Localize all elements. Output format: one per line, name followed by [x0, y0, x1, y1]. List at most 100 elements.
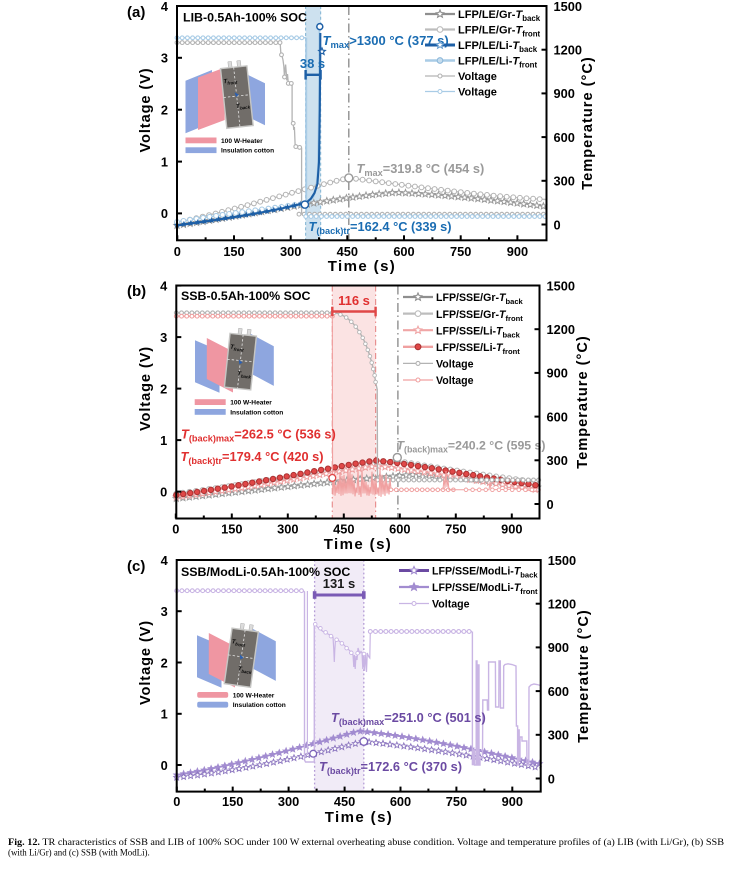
svg-text:Tmax>1300 °C (377 s): Tmax>1300 °C (377 s) — [323, 33, 449, 50]
svg-text:SSB-0.5Ah-100% SOC: SSB-0.5Ah-100% SOC — [181, 289, 311, 303]
svg-text:100 W-Heater: 100 W-Heater — [230, 400, 272, 407]
svg-text:Voltage (V): Voltage (V) — [138, 620, 154, 705]
svg-text:Insulation cotton: Insulation cotton — [221, 148, 274, 155]
svg-text:600: 600 — [554, 130, 575, 145]
svg-text:Time (s): Time (s) — [325, 809, 393, 826]
svg-text:Tback: Tback — [237, 370, 252, 379]
svg-text:750: 750 — [445, 522, 466, 537]
svg-text:300: 300 — [280, 244, 301, 259]
svg-text:1500: 1500 — [547, 278, 575, 293]
svg-text:Insulation cotton: Insulation cotton — [233, 702, 286, 709]
svg-text:LFP/LE/Li-Tfront: LFP/LE/Li-Tfront — [458, 56, 537, 70]
svg-text:Fig. 12. TR characteristics of: Fig. 12. TR characteristics of SSB and L… — [8, 837, 724, 847]
svg-text:Tfront: Tfront — [231, 638, 246, 648]
svg-text:SSB/ModLi-0.5Ah-100% SOC: SSB/ModLi-0.5Ah-100% SOC — [181, 565, 350, 579]
svg-text:LFP/SSE/Li-Tback: LFP/SSE/Li-Tback — [436, 325, 521, 339]
svg-text:0: 0 — [173, 794, 180, 809]
svg-text:1: 1 — [161, 154, 168, 169]
svg-text:1500: 1500 — [554, 0, 582, 14]
svg-text:2: 2 — [161, 655, 168, 670]
svg-text:T(back)max=240.2 °C (595 s): T(back)max=240.2 °C (595 s) — [397, 439, 546, 455]
svg-text:900: 900 — [548, 640, 569, 655]
svg-text:450: 450 — [333, 522, 354, 537]
svg-text:Voltage: Voltage — [436, 359, 474, 371]
svg-text:(a): (a) — [127, 4, 145, 21]
svg-text:0: 0 — [554, 217, 561, 232]
svg-text:3: 3 — [160, 330, 167, 345]
svg-text:300: 300 — [554, 174, 575, 189]
svg-text:LFP/LE/Gr-Tback: LFP/LE/Gr-Tback — [458, 9, 541, 23]
svg-text:Temperature (°C): Temperature (°C) — [580, 56, 596, 189]
svg-text:Tback: Tback — [236, 102, 251, 111]
svg-text:900: 900 — [501, 522, 522, 537]
svg-text:Voltage: Voltage — [436, 375, 474, 387]
svg-text:T(back)tr=179.4 °C (420 s): T(back)tr=179.4 °C (420 s) — [181, 449, 324, 466]
svg-text:(c): (c) — [127, 558, 145, 575]
svg-text:4: 4 — [160, 278, 168, 293]
svg-text:900: 900 — [554, 86, 575, 101]
svg-text:38 s: 38 s — [300, 56, 325, 71]
svg-text:Tfront: Tfront — [223, 77, 238, 86]
svg-text:100 W-Heater: 100 W-Heater — [221, 138, 263, 145]
svg-text:Temperature (°C): Temperature (°C) — [575, 335, 591, 468]
svg-text:3: 3 — [161, 51, 168, 66]
svg-text:0: 0 — [547, 497, 554, 512]
svg-text:900: 900 — [547, 366, 568, 381]
svg-text:Voltage (V): Voltage (V) — [138, 346, 154, 431]
svg-text:150: 150 — [223, 244, 244, 259]
svg-text:1: 1 — [160, 433, 167, 448]
svg-text:Tback: Tback — [237, 665, 252, 675]
svg-text:T(back)tr=172.6 °C (370 s): T(back)tr=172.6 °C (370 s) — [319, 759, 462, 776]
svg-text:LFP/SSE/ModLi-Tback: LFP/SSE/ModLi-Tback — [432, 566, 538, 580]
svg-text:Insulation cotton: Insulation cotton — [230, 409, 283, 416]
svg-text:450: 450 — [337, 244, 358, 259]
svg-text:Voltage (V): Voltage (V) — [138, 67, 154, 152]
svg-text:2: 2 — [161, 103, 168, 118]
svg-text:0: 0 — [172, 522, 179, 537]
svg-text:900: 900 — [507, 244, 528, 259]
svg-text:300: 300 — [278, 794, 299, 809]
svg-text:0: 0 — [161, 206, 168, 221]
svg-text:LFP/LE/Gr-Tfront: LFP/LE/Gr-Tfront — [458, 25, 541, 39]
svg-text:LFP/LE/Li-Tback: LFP/LE/Li-Tback — [458, 40, 538, 54]
svg-text:4: 4 — [161, 553, 169, 568]
svg-text:600: 600 — [393, 244, 414, 259]
svg-text:Voltage: Voltage — [432, 599, 470, 611]
svg-text:1200: 1200 — [554, 43, 582, 58]
svg-text:Time (s): Time (s) — [324, 536, 392, 553]
svg-text:100 W-Heater: 100 W-Heater — [233, 692, 275, 699]
svg-text:Time (s): Time (s) — [328, 258, 396, 275]
svg-text:750: 750 — [450, 244, 471, 259]
svg-text:T(back)tr=162.4 °C (339 s): T(back)tr=162.4 °C (339 s) — [309, 219, 452, 236]
svg-text:LFP/SSE/ModLi-Tfront: LFP/SSE/ModLi-Tfront — [432, 582, 538, 596]
svg-text:131 s: 131 s — [323, 576, 356, 591]
svg-text:750: 750 — [446, 794, 467, 809]
svg-text:Tmax=319.8 °C (454 s): Tmax=319.8 °C (454 s) — [357, 161, 485, 178]
svg-text:300: 300 — [277, 522, 298, 537]
svg-text:(with Li/Gr) and (c) SSB (with: (with Li/Gr) and (c) SSB (with ModLi). — [8, 848, 150, 858]
svg-text:LIB-0.5Ah-100% SOC: LIB-0.5Ah-100% SOC — [183, 11, 307, 25]
svg-text:4: 4 — [161, 0, 169, 14]
svg-text:0: 0 — [548, 771, 555, 786]
svg-text:2: 2 — [160, 381, 167, 396]
svg-text:0: 0 — [161, 758, 168, 773]
svg-text:900: 900 — [502, 794, 523, 809]
svg-text:1200: 1200 — [548, 597, 576, 612]
svg-text:300: 300 — [547, 453, 568, 468]
svg-text:Tfront: Tfront — [230, 343, 245, 352]
svg-text:3: 3 — [161, 604, 168, 619]
svg-text:116 s: 116 s — [338, 293, 370, 308]
svg-text:600: 600 — [547, 409, 568, 424]
svg-text:Voltage: Voltage — [458, 71, 497, 83]
svg-text:1500: 1500 — [548, 553, 576, 568]
svg-text:Temperature (°C): Temperature (°C) — [576, 609, 592, 742]
svg-text:Voltage: Voltage — [458, 87, 497, 99]
svg-text:300: 300 — [548, 728, 569, 743]
svg-text:150: 150 — [222, 794, 243, 809]
svg-text:600: 600 — [389, 522, 410, 537]
svg-text:(b): (b) — [127, 283, 146, 300]
svg-text:1: 1 — [161, 707, 168, 722]
svg-text:0: 0 — [174, 244, 181, 259]
svg-text:1200: 1200 — [547, 322, 575, 337]
svg-text:600: 600 — [548, 684, 569, 699]
